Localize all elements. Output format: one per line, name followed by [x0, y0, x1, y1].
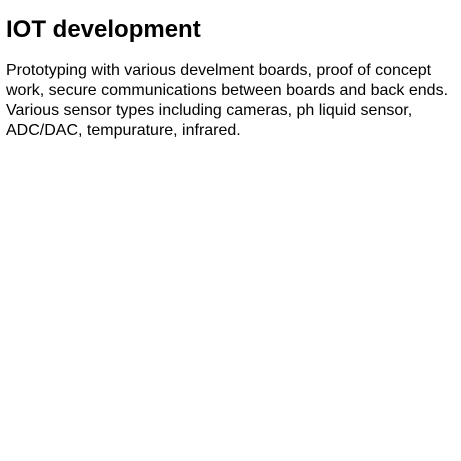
page-title: IOT development	[6, 16, 201, 43]
section-description: Prototyping with various develment board…	[6, 62, 449, 139]
